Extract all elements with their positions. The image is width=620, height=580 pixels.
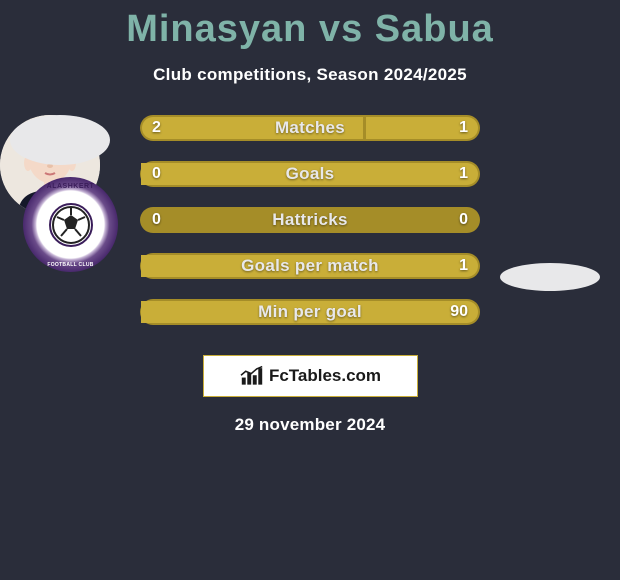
stat-value-left: 0 [152, 211, 161, 229]
player-left-avatar-placeholder [10, 115, 110, 165]
stat-bar-row: 0 0 Hattricks [140, 207, 480, 233]
club-logo-text-bottom: FOOTBALL CLUB [47, 262, 93, 268]
stat-label: Min per goal [258, 302, 362, 322]
stat-label: Hattricks [272, 210, 347, 230]
player-right-club-logo-placeholder [500, 263, 600, 291]
stat-label: Goals [286, 164, 335, 184]
stat-bar-row: 90 Min per goal [140, 299, 480, 325]
comparison-chart: ALASHKERT FOOTBALL CLUB 2 1 Matches 0 1 Goals… [0, 115, 620, 345]
stat-bars-container: 2 1 Matches 0 1 Goals 0 0 Hattricks 1 Goals per ma… [140, 115, 480, 345]
stat-bar-row: 2 1 Matches [140, 115, 480, 141]
bar-chart-icon [239, 365, 265, 387]
brand-badge: FcTables.com [203, 355, 418, 397]
page-title: Minasyan vs Sabua [0, 0, 620, 51]
stat-value-right: 90 [450, 303, 468, 321]
brand-text: FcTables.com [269, 366, 381, 386]
stat-value-left: 2 [152, 119, 161, 137]
stat-label: Matches [275, 118, 345, 138]
stat-value-right: 1 [459, 119, 468, 137]
stat-bar-row: 1 Goals per match [140, 253, 480, 279]
stat-bar-row: 0 1 Goals [140, 161, 480, 187]
stat-value-right: 1 [459, 165, 468, 183]
stat-label: Goals per match [241, 256, 379, 276]
soccer-ball-icon [49, 203, 93, 247]
stat-value-right: 1 [459, 257, 468, 275]
stat-value-left: 0 [152, 165, 161, 183]
date-label: 29 november 2024 [0, 415, 620, 435]
stat-value-right: 0 [459, 211, 468, 229]
subtitle: Club competitions, Season 2024/2025 [0, 65, 620, 85]
club-logo-text-top: ALASHKERT [47, 183, 95, 190]
player-left-club-logo: ALASHKERT FOOTBALL CLUB [23, 177, 118, 272]
